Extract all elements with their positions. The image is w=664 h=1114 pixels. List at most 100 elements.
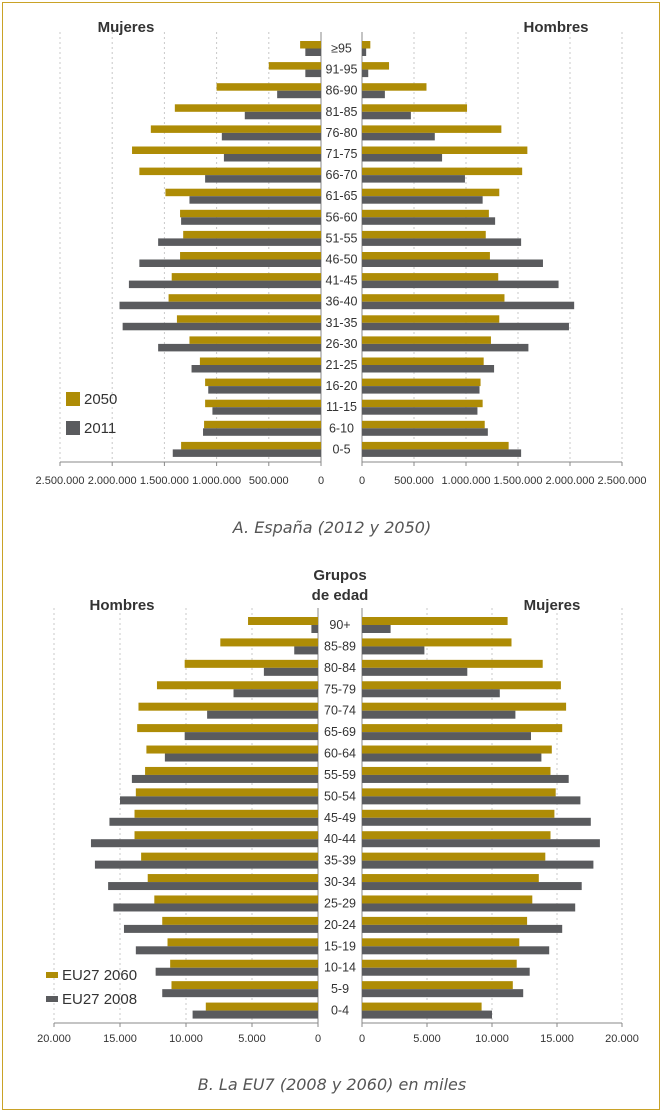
bar-left-b	[109, 817, 318, 826]
bar-left-b	[212, 407, 321, 415]
bar-right-a	[362, 399, 483, 408]
category-label: 41-45	[326, 274, 358, 288]
bar-left-a	[220, 638, 318, 647]
category-label: 6-10	[329, 421, 354, 435]
bar-right-a	[362, 617, 508, 625]
bar-left-a	[184, 659, 318, 668]
bar-right-b	[362, 796, 581, 805]
bar-left-b	[223, 154, 321, 162]
bar-right-b	[362, 839, 600, 848]
bar-right-b	[362, 1010, 492, 1019]
category-label: 60-64	[324, 747, 356, 761]
tick-label-right: 500.000	[394, 475, 434, 487]
bar-right-a	[362, 852, 546, 861]
bar-right-a	[362, 766, 551, 775]
category-label: 61-65	[326, 189, 358, 203]
left-title: Mujeres	[98, 19, 155, 36]
bar-left-a	[183, 230, 321, 239]
bar-left-a	[162, 916, 318, 925]
bar-right-b	[362, 667, 468, 676]
bar-left-b	[164, 753, 318, 762]
bar-left-b	[123, 924, 319, 933]
bar-left-a	[134, 831, 318, 840]
bar-right-b	[362, 196, 483, 204]
tick-label-right: 0	[359, 475, 365, 487]
bar-left-a	[147, 874, 318, 883]
tick-label-left: 500.000	[249, 475, 289, 487]
bar-right-b	[362, 154, 443, 162]
bar-right-b	[362, 817, 591, 826]
bar-left-b	[122, 322, 321, 331]
category-label: 20-24	[324, 918, 356, 932]
bar-right-a	[362, 294, 505, 302]
bar-left-a	[199, 357, 321, 365]
bar-left-b	[191, 365, 321, 373]
bar-left-b	[305, 69, 321, 78]
bar-right-b	[362, 989, 524, 998]
tick-label-right: 20.000	[605, 1033, 639, 1045]
bar-left-b	[113, 903, 319, 912]
category-label: 0-5	[332, 442, 350, 456]
bar-left-a	[171, 273, 321, 281]
category-label: 91-95	[326, 63, 358, 77]
tick-label-right: 5.000	[413, 1033, 441, 1045]
bar-left-b	[263, 667, 318, 676]
bar-left-a	[180, 209, 321, 218]
bar-right-b	[362, 903, 576, 912]
tick-label-left: 0	[315, 1033, 321, 1045]
bar-right-a	[362, 745, 552, 754]
bar-right-b	[362, 710, 516, 719]
category-label: 35-39	[324, 854, 356, 868]
left-title: Hombres	[89, 597, 154, 614]
category-label: 70-74	[324, 704, 356, 718]
bar-right-b	[362, 280, 559, 289]
tick-label-left: 2.500.000	[36, 475, 85, 487]
bar-left-b	[158, 238, 321, 246]
bar-right-b	[362, 774, 569, 783]
legend-swatch	[46, 972, 58, 978]
bar-right-b	[362, 132, 435, 141]
center-title: Grupos	[313, 567, 366, 584]
bar-right-b	[362, 365, 495, 373]
category-label: 21-25	[326, 358, 358, 372]
tick-label-right: 15.000	[540, 1033, 574, 1045]
bar-right-a	[362, 681, 561, 690]
bar-left-a	[180, 252, 321, 260]
category-label: 50-54	[324, 789, 356, 803]
category-label: 16-20	[326, 379, 358, 393]
category-label: 46-50	[326, 253, 358, 267]
category-label: 51-55	[326, 231, 358, 245]
tick-label-right: 2.500.000	[598, 475, 647, 487]
category-label: 81-85	[326, 105, 358, 119]
bar-right-a	[362, 702, 567, 711]
bar-right-b	[362, 625, 391, 633]
bar-right-b	[362, 407, 478, 415]
bar-right-b	[362, 924, 563, 933]
bar-left-a	[137, 724, 318, 733]
category-label: 76-80	[326, 126, 358, 140]
bar-right-a	[362, 724, 563, 733]
bar-right-a	[362, 273, 499, 281]
bar-right-b	[362, 322, 569, 331]
bar-right-a	[362, 252, 490, 260]
center-title: de edad	[312, 587, 369, 604]
bar-left-b	[158, 343, 321, 352]
bar-right-a	[362, 916, 528, 925]
bar-left-a	[165, 188, 321, 197]
bar-right-b	[362, 301, 575, 310]
bar-left-a	[174, 104, 321, 112]
bar-right-a	[362, 895, 533, 904]
right-title: Mujeres	[524, 597, 581, 614]
bar-left-a	[139, 167, 321, 176]
bar-left-b	[181, 217, 321, 225]
bar-right-a	[362, 188, 500, 197]
bar-right-b	[362, 217, 496, 225]
bar-right-a	[362, 981, 513, 990]
category-label: 66-70	[326, 168, 358, 182]
bar-left-a	[150, 125, 321, 133]
bar-right-a	[362, 874, 539, 883]
bar-left-b	[120, 796, 318, 805]
bar-right-b	[362, 90, 385, 99]
